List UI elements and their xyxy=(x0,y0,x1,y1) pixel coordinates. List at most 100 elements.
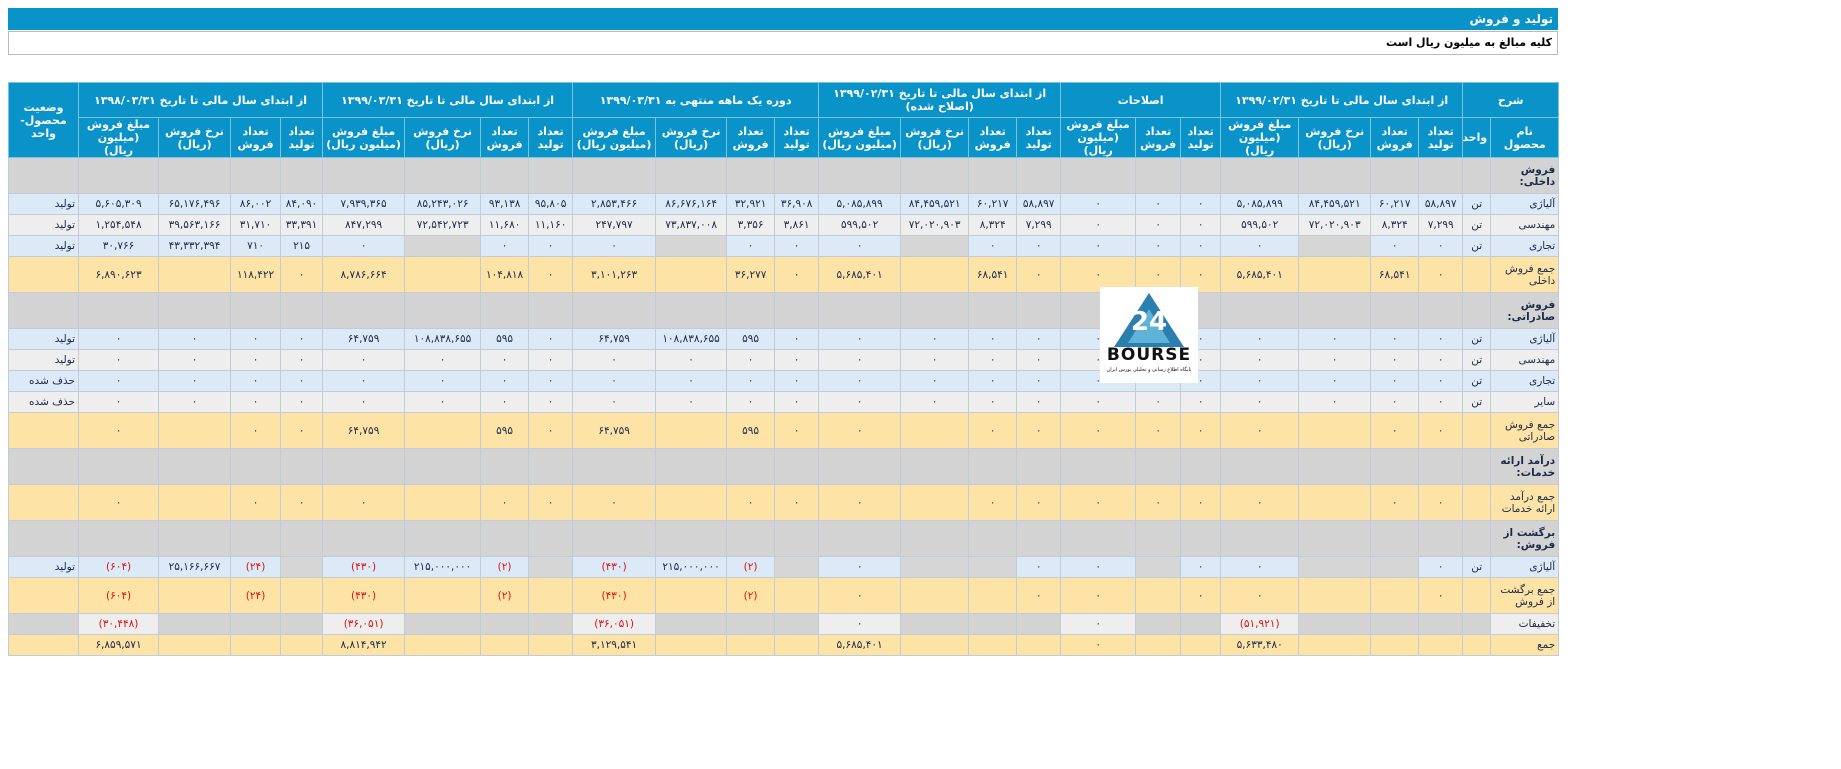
cell xyxy=(774,634,820,656)
cell xyxy=(280,292,324,329)
cell: ۲۱۵,۰۰۰,۰۰۰ xyxy=(655,556,728,578)
cell xyxy=(572,292,657,329)
cell xyxy=(1462,484,1492,521)
cell: ۰ xyxy=(1180,214,1222,236)
cell: ۰ xyxy=(1220,484,1300,521)
cell: ۰ xyxy=(480,484,530,521)
cell xyxy=(1298,484,1372,521)
cell xyxy=(404,634,482,656)
cell xyxy=(1462,577,1492,614)
cell xyxy=(968,577,1018,614)
cell xyxy=(1180,448,1222,485)
cell xyxy=(158,292,232,329)
cell xyxy=(230,157,282,194)
cell: ۰ xyxy=(1370,349,1420,371)
cell xyxy=(968,613,1018,635)
cell: ۵۹۵ xyxy=(726,328,776,350)
cell xyxy=(8,577,79,614)
cell xyxy=(230,292,282,329)
cell xyxy=(1418,613,1464,635)
cell xyxy=(8,448,79,485)
cell: ۰ xyxy=(528,391,574,413)
cell xyxy=(968,292,1018,329)
cell: ۹۵,۸۰۵ xyxy=(528,193,574,215)
product-row: مهندسی تن ۷,۲۹۹ ۸,۳۲۴ ۷۲,۰۲۰,۹۰۳ ۵۹۹,۵۰۲ ۰ ۰ ۰ ۷,… xyxy=(8,214,1560,236)
cell xyxy=(655,520,728,557)
cell: ۰ xyxy=(1180,391,1222,413)
cell: ۰ xyxy=(158,370,232,392)
watermark: 24 BOURSE پایگاه اطلاع رسانی و تحلیلی بو… xyxy=(1100,287,1198,383)
cell: ۰ xyxy=(774,256,820,293)
cell xyxy=(900,577,970,614)
cell: ۰ xyxy=(968,391,1018,413)
cell xyxy=(322,157,406,194)
total-row: جمع فروش صادراتی ۰ ۰ ۰ ۰ ۰ ۰ ۰ ۰ ۰ ۰ ۵۹۵ ۶۴,۷۵۹ ۰ ۵۹۵ ۶… xyxy=(8,412,1560,449)
cell: ۰ xyxy=(726,484,776,521)
cell: (۴۳۰) xyxy=(322,577,406,614)
cell: ۰ xyxy=(1016,391,1062,413)
cell xyxy=(818,520,902,557)
column-header: تعداد فروش xyxy=(1135,117,1182,158)
cell: ۰ xyxy=(480,370,530,392)
cell xyxy=(655,412,728,449)
cell xyxy=(8,520,79,557)
column-header: تعداد تولید xyxy=(774,117,820,158)
column-header: مبلغ فروش (میلیون ریال) xyxy=(322,117,406,158)
cell: ۰ xyxy=(158,391,232,413)
cell: تن xyxy=(1462,193,1492,215)
cell: ۰ xyxy=(230,412,282,449)
cell: ۰ xyxy=(1060,484,1137,521)
cell: ۵,۶۸۵,۴۰۱ xyxy=(818,256,902,293)
cell: ۰ xyxy=(968,370,1018,392)
cell: تن xyxy=(1462,349,1492,371)
row-label: تجاری xyxy=(1490,370,1560,392)
cell: ۰ xyxy=(726,235,776,257)
cell xyxy=(774,520,820,557)
cell xyxy=(322,520,406,557)
cell: ۰ xyxy=(1016,556,1062,578)
cell: ۶۸,۵۴۱ xyxy=(1370,256,1420,293)
cell xyxy=(774,292,820,329)
cell xyxy=(655,157,728,194)
cell xyxy=(158,448,232,485)
group-header: از ابتدای سال مالی تا تاریخ ۱۳۹۸/۰۳/۳۱ xyxy=(77,82,324,118)
cell xyxy=(158,157,232,194)
cell: ۰ xyxy=(77,391,160,413)
cell: ۰ xyxy=(1016,235,1062,257)
cell xyxy=(726,448,776,485)
cell: (۵۱,۹۲۱) xyxy=(1220,613,1300,635)
cell: ۳,۳۵۶ xyxy=(726,214,776,236)
cell: ۶۰,۲۱۷ xyxy=(1370,193,1420,215)
cell: ۰ xyxy=(77,328,160,350)
column-header: نرخ فروش (ریال) xyxy=(655,117,728,158)
column-header: تعداد تولید xyxy=(1180,117,1222,158)
cell: ۸۴,۴۵۹,۵۲۱ xyxy=(1298,193,1372,215)
cell xyxy=(1016,634,1062,656)
cell xyxy=(1135,634,1182,656)
cell: ۰ xyxy=(77,412,160,449)
cell: ۰ xyxy=(818,556,902,578)
cell xyxy=(528,157,574,194)
cell: ۰ xyxy=(480,391,530,413)
cell xyxy=(900,484,970,521)
cell xyxy=(655,634,728,656)
cell: ۰ xyxy=(774,328,820,350)
cell xyxy=(1298,412,1372,449)
product-row: آلیاژیتن۰۰۰۰۰۰۰۰۰۰۰۰۵۹۵۱۰۸,۸۳۸,۶۵۵۶۴,۷۵۹… xyxy=(8,328,1560,350)
cell: ۰ xyxy=(1016,412,1062,449)
group-header: از ابتدای سال مالی تا تاریخ ۱۳۹۹/۰۳/۳۱ xyxy=(322,82,574,118)
cell: ۰ xyxy=(1060,193,1137,215)
cell: ۸۶,۰۰۲ xyxy=(230,193,282,215)
cell xyxy=(655,613,728,635)
cell xyxy=(1370,613,1420,635)
cell: ۰ xyxy=(968,484,1018,521)
cell: ۸,۸۱۴,۹۴۲ xyxy=(322,634,406,656)
cell: ۳۳,۳۹۱ xyxy=(280,214,324,236)
cell xyxy=(1135,577,1182,614)
column-header: نام محصول xyxy=(1490,117,1560,158)
cell xyxy=(818,448,902,485)
cell xyxy=(1462,613,1492,635)
cell: ۰ xyxy=(1180,235,1222,257)
cell xyxy=(818,157,902,194)
